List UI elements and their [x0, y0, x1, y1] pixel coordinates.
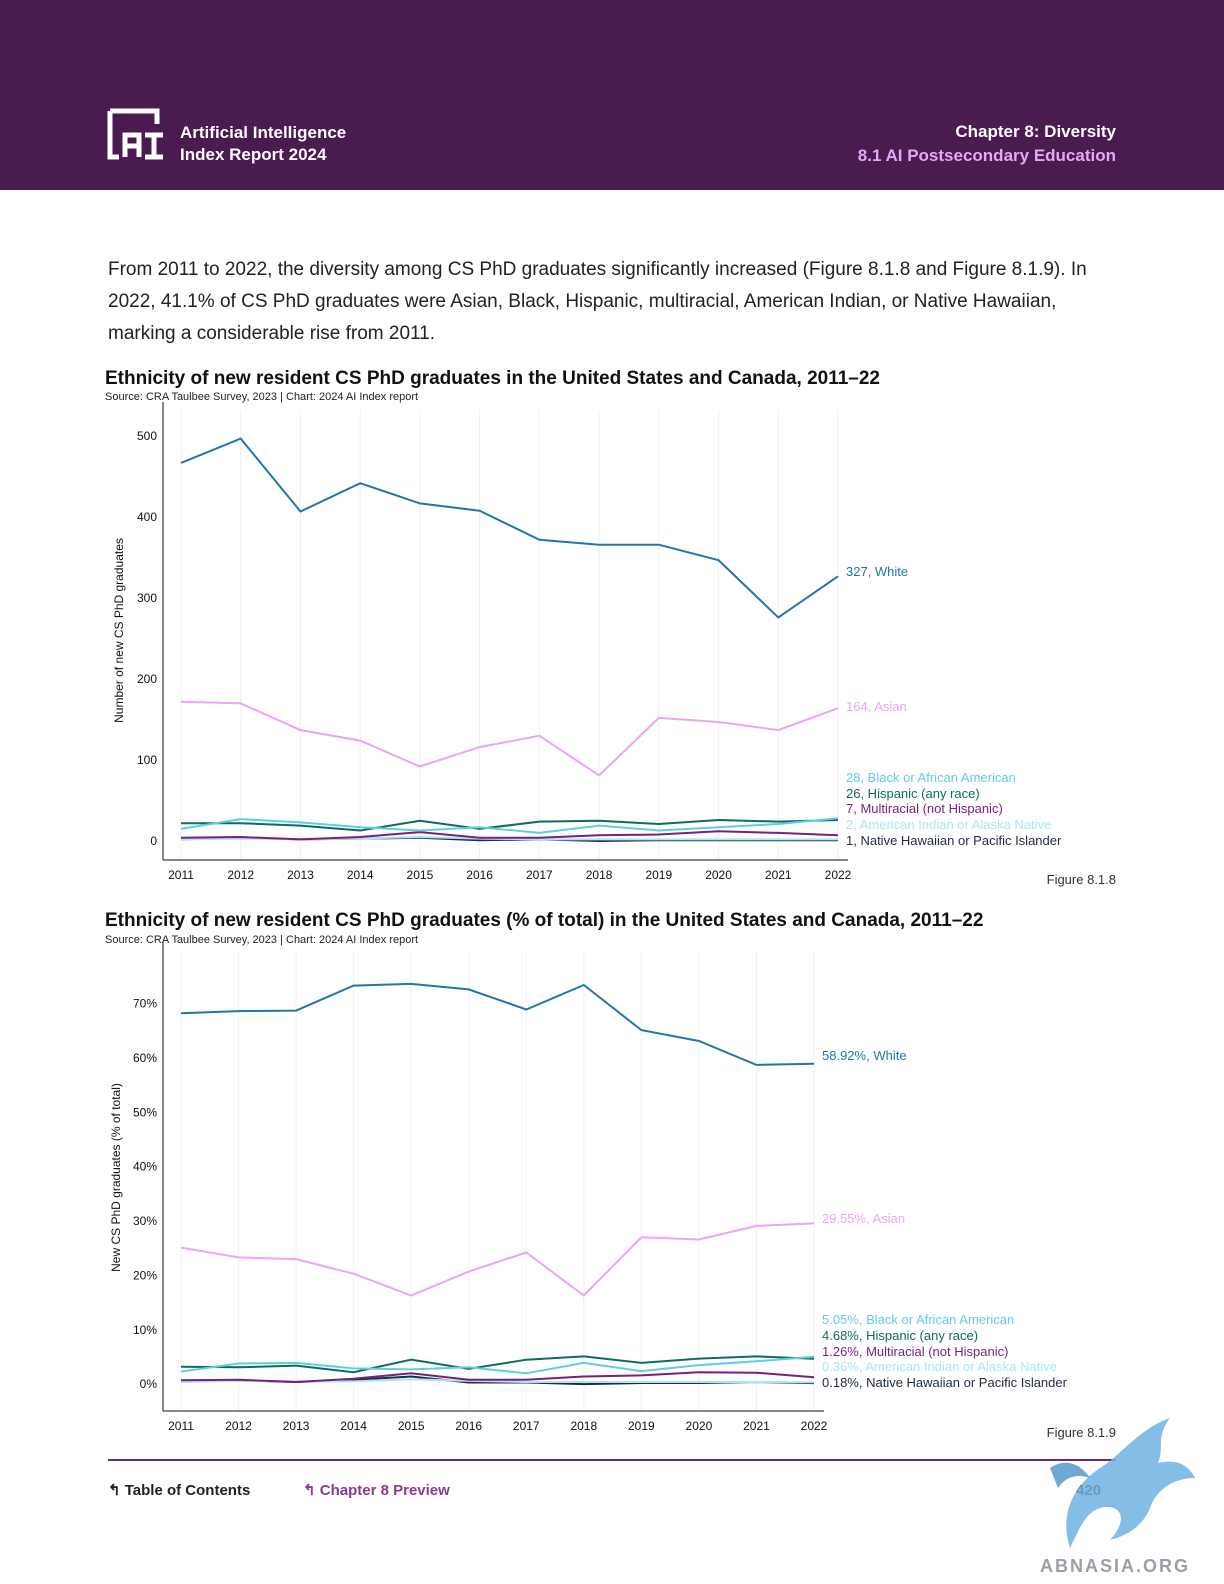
x-tick-label: 2014: [347, 868, 374, 882]
watermark-text: ABNASIA.ORG: [1040, 1556, 1191, 1576]
series-end-label: 26, Hispanic (any race): [846, 786, 980, 801]
chart2-figure-number: Figure 8.1.9: [1046, 1425, 1116, 1440]
y-tick-label: 200: [137, 672, 157, 686]
y-axis-label: Number of new CS PhD graduates: [112, 538, 126, 723]
y-tick-label: 400: [137, 510, 157, 524]
brand-title: Artificial Intelligence Index Report 202…: [180, 122, 346, 166]
preview-label: Chapter 8 Preview: [319, 1482, 450, 1499]
x-tick-label: 2022: [825, 868, 852, 882]
y-tick-label: 70%: [133, 997, 157, 1011]
series-end-label: 1, Native Hawaiian or Pacific Islander: [846, 833, 1062, 848]
y-tick-label: 60%: [133, 1051, 157, 1065]
series-line: [181, 818, 839, 832]
series-line: [180, 1355, 815, 1375]
brand-line-1: Artificial Intelligence: [180, 123, 347, 142]
chapter-preview-link[interactable]: ↰ Chapter 8 Preview: [303, 1481, 450, 1499]
x-tick-label: 2018: [586, 868, 613, 882]
y-tick-label: 500: [137, 429, 157, 443]
chart2-source: Source: CRA Taulbee Survey, 2023 | Chart…: [105, 934, 419, 946]
toc-label: Table of Contents: [124, 1482, 251, 1499]
series-line: [180, 1371, 815, 1384]
y-tick-label: 0%: [140, 1377, 158, 1391]
return-arrow-icon: ↰: [303, 1482, 320, 1499]
chart2-plot: 0% 10% 20% 30% 40% 50% 60% 70% 2011 2012 2013 2014 2…: [109, 942, 1068, 1433]
y-tick-label: 10%: [133, 1323, 157, 1337]
x-tick-label: 2016: [455, 1419, 482, 1433]
series-end-label: 7, Multiracial (not Hispanic): [846, 801, 1003, 816]
y-axis-label: New CS PhD graduates (% of total): [109, 1083, 123, 1272]
series-line: [180, 1222, 815, 1297]
x-tick-label: 2017: [513, 1419, 540, 1433]
series-end-label: 327, White: [846, 564, 908, 579]
watermark-dragon-logo: [1050, 1418, 1195, 1548]
y-tick-label: 0: [150, 834, 157, 848]
y-tick-label: 30%: [133, 1214, 157, 1228]
series-end-label: 1.26%, Multiracial (not Hispanic): [822, 1344, 1008, 1359]
y-tick-label: 50%: [133, 1105, 157, 1119]
y-tick-label: 100: [137, 753, 157, 767]
x-tick-label: 2019: [645, 868, 672, 882]
series-line: [180, 830, 839, 841]
chart1-figure-number: Figure 8.1.8: [1046, 872, 1116, 887]
brand-line-2: Index Report 2024: [180, 145, 327, 164]
series-line: [180, 1355, 815, 1374]
series-end-label: 0.18%, Native Hawaiian or Pacific Island…: [822, 1375, 1068, 1390]
series-end-label: 5.05%, Black or African American: [822, 1312, 1014, 1327]
return-arrow-icon: ↰: [108, 1482, 125, 1499]
series-end-label: 2, American Indian or Alaska Native: [846, 817, 1051, 832]
x-tick-label: 2011: [168, 1419, 194, 1433]
x-tick-label: 2016: [466, 868, 493, 882]
x-tick-label: 2020: [705, 868, 732, 882]
chapter-title: Chapter 8: Diversity: [955, 122, 1116, 141]
chart1-title: Ethnicity of new resident CS PhD graduat…: [105, 368, 880, 389]
x-tick-label: 2017: [526, 868, 553, 882]
x-tick-label: 2020: [686, 1419, 713, 1433]
chart1-plot: 0 100 200 300 400 500 2011 2012 2013 2014 2015 2016…: [112, 402, 1062, 882]
section-title: 8.1 AI Postsecondary Education: [857, 146, 1116, 165]
x-tick-label: 2019: [628, 1419, 655, 1433]
series-line: [180, 817, 839, 834]
x-tick-label: 2011: [168, 868, 194, 882]
chart1-source: Source: CRA Taulbee Survey, 2023 | Chart…: [105, 391, 419, 403]
y-tick-label: 300: [137, 591, 157, 605]
page-header: Artificial Intelligence Index Report 202…: [0, 0, 1224, 190]
table-of-contents-link[interactable]: ↰ Table of Contents: [108, 1481, 250, 1499]
series-line: [180, 982, 815, 1066]
series-end-label: 29.55%, Asian: [822, 1211, 905, 1226]
series-end-label: 28, Black or African American: [846, 770, 1016, 785]
series-end-label: 58.92%, White: [822, 1048, 907, 1063]
y-tick-label: 40%: [133, 1160, 157, 1174]
x-tick-label: 2013: [287, 868, 314, 882]
series-line: [180, 437, 839, 619]
y-tick-label: 20%: [133, 1268, 157, 1282]
ai-index-logo: [107, 108, 163, 160]
x-tick-label: 2015: [398, 1419, 425, 1433]
series-end-label: 4.68%, Hispanic (any race): [822, 1328, 978, 1343]
x-tick-label: 2022: [801, 1419, 828, 1433]
footer-divider: [108, 1459, 1116, 1461]
x-tick-label: 2014: [340, 1419, 367, 1433]
x-tick-label: 2015: [407, 868, 434, 882]
series-line: [180, 700, 839, 777]
x-tick-label: 2021: [743, 1419, 770, 1433]
x-tick-label: 2013: [283, 1419, 310, 1433]
x-tick-label: 2021: [765, 868, 792, 882]
intro-paragraph: From 2011 to 2022, the diversity among C…: [108, 259, 1087, 344]
series-end-label: 0.36%, American Indian or Alaska Native: [822, 1359, 1057, 1374]
chapter-heading: Chapter 8: Diversity 8.1 AI Postsecondar…: [858, 120, 1116, 168]
x-tick-label: 2012: [225, 1419, 252, 1433]
x-tick-label: 2018: [570, 1419, 597, 1433]
chart2-title: Ethnicity of new resident CS PhD graduat…: [105, 910, 984, 931]
series-end-label: 164, Asian: [846, 699, 907, 714]
x-tick-label: 2012: [227, 868, 254, 882]
